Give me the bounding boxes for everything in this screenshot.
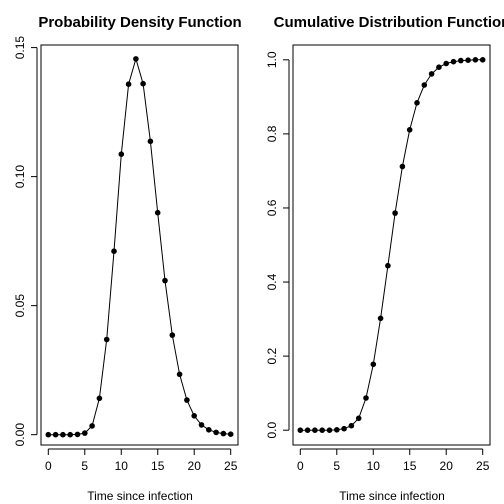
pdf-data-point <box>206 427 212 433</box>
cdf-data-point <box>326 427 333 434</box>
cdf-data-point <box>392 210 398 216</box>
cdf-plot-frame <box>292 44 491 446</box>
cdf-x-tick-label: 5 <box>333 459 340 473</box>
cdf-data-point <box>399 163 406 170</box>
cdf-data-point <box>458 57 464 64</box>
pdf-y-tick-label: 0.00 <box>13 423 27 447</box>
pdf-data-point <box>162 277 168 284</box>
pdf-y-tick-label: 0.15 <box>13 36 27 60</box>
cdf-data-point <box>385 262 391 269</box>
cdf-x-axis-label: Time since infection <box>339 489 445 503</box>
cdf-data-point <box>472 57 479 63</box>
cdf-data-point <box>443 60 450 67</box>
cdf-series-line <box>300 59 483 431</box>
cdf-y-tick-label: 0.4 <box>265 273 279 290</box>
pdf-x-axis: 0 5 10 15 20 25 <box>45 448 238 473</box>
pdf-data-point <box>118 151 125 157</box>
cdf-data-point <box>341 425 347 432</box>
cdf-x-tick-label: 10 <box>367 459 381 473</box>
pdf-x-axis-label: Time since infection <box>87 489 193 503</box>
cdf-data-point <box>348 422 355 429</box>
pdf-data-point <box>103 336 110 343</box>
pdf-x-tick-label: 0 <box>45 459 52 473</box>
pdf-data-point <box>213 429 219 436</box>
pdf-x-tick-label: 10 <box>115 459 129 473</box>
pdf-data-point <box>198 422 205 428</box>
pdf-data-point <box>60 431 66 438</box>
cdf-x-tick-label: 0 <box>297 459 304 473</box>
pdf-data-point <box>52 431 59 438</box>
cdf-data-point <box>436 64 442 70</box>
cdf-x-tick-label: 20 <box>440 459 454 473</box>
pdf-data-point <box>89 423 95 429</box>
pdf-data-point <box>154 209 161 216</box>
cdf-data-point <box>334 427 340 433</box>
pdf-plot-frame <box>40 44 239 446</box>
cdf-x-axis: 0 5 10 15 20 25 <box>297 448 490 473</box>
pdf-data-point <box>67 431 73 438</box>
pdf-panel: Probability Density Function 0 5 10 15 20 25 … <box>13 14 242 503</box>
cdf-y-tick-label: 0.2 <box>265 347 279 364</box>
cdf-x-tick-label: 15 <box>403 459 417 473</box>
pdf-data-point <box>227 431 234 438</box>
pdf-y-tick-label: 0.05 <box>13 294 27 318</box>
cdf-data-point <box>465 57 471 63</box>
pdf-data-point <box>96 395 103 402</box>
pdf-data-point <box>140 80 146 87</box>
pdf-x-tick-label: 20 <box>188 459 202 473</box>
cdf-y-tick-label: 0.0 <box>265 422 279 439</box>
pdf-y-tick-label: 0.10 <box>13 165 27 189</box>
cdf-x-tick-label: 25 <box>476 459 490 473</box>
pdf-data-point <box>125 81 132 87</box>
cdf-data-point <box>319 427 326 434</box>
cdf-y-axis: 0.0 0.2 0.4 0.6 0.8 1.0 <box>265 51 290 439</box>
cdf-data-point <box>304 427 311 434</box>
cdf-data-point <box>428 71 435 77</box>
cdf-data-point <box>450 58 457 65</box>
pdf-series-line <box>48 57 231 436</box>
pdf-data-point <box>169 332 176 338</box>
pdf-data-point <box>184 397 190 403</box>
pdf-x-tick-label: 5 <box>81 459 88 473</box>
pdf-data-point <box>176 371 183 378</box>
pdf-chart-title: Probability Density Function <box>38 14 241 31</box>
pdf-data-point <box>147 138 154 145</box>
cdf-data-point <box>370 361 377 368</box>
cdf-data-point <box>414 100 420 106</box>
cdf-data-point <box>355 415 362 422</box>
cdf-y-tick-label: 1.0 <box>265 51 279 68</box>
cdf-data-point <box>406 127 413 133</box>
pdf-data-point <box>133 56 139 62</box>
cdf-data-point <box>421 82 428 88</box>
pdf-data-point <box>45 431 52 438</box>
cdf-data-point <box>363 395 369 401</box>
cdf-series-marks <box>297 57 486 434</box>
pdf-data-point <box>74 431 81 438</box>
pdf-data-point <box>82 430 88 436</box>
pdf-data-point <box>191 413 197 419</box>
cdf-data-point <box>479 57 486 63</box>
cdf-y-tick-label: 0.6 <box>265 199 279 216</box>
pdf-x-tick-label: 15 <box>151 459 165 473</box>
pdf-x-tick-label: 25 <box>224 459 238 473</box>
pdf-series-marks <box>45 56 234 438</box>
cdf-data-point <box>312 427 318 434</box>
cdf-data-point <box>297 427 304 434</box>
cdf-y-tick-label: 0.8 <box>265 125 279 142</box>
cdf-data-point <box>377 315 384 322</box>
cdf-panel: Cumulative Distribution Function 0 5 10 15 2… <box>265 14 504 503</box>
pdf-y-axis: 0.00 0.05 0.10 0.15 <box>13 36 38 447</box>
pdf-data-point <box>220 430 227 437</box>
pdf-data-point <box>111 248 117 254</box>
cdf-chart-title: Cumulative Distribution Function <box>274 14 504 31</box>
